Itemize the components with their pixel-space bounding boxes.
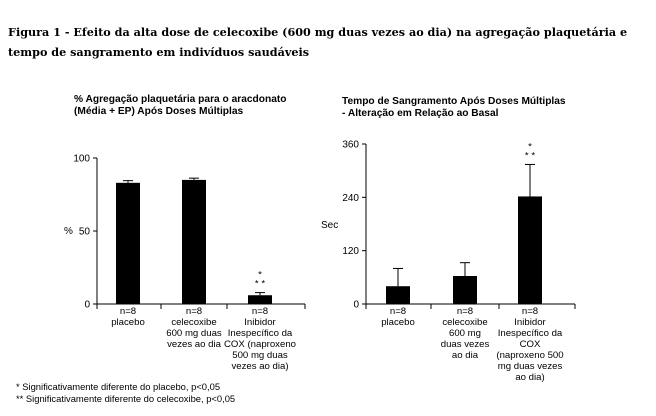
bar	[116, 182, 140, 304]
category-label: ao dia	[452, 350, 479, 361]
y-tick-label: 0	[84, 300, 90, 311]
category-label: placebo	[111, 317, 145, 328]
chart-title-line: % Agregação plaquetária para o aracdonat…	[74, 94, 287, 105]
bar	[386, 286, 410, 304]
category-label: n=8	[457, 306, 473, 317]
y-axis-label: Sec	[321, 220, 338, 231]
footnote-celecoxib: ** Significativamente diferente do celec…	[16, 393, 236, 404]
category-label: Inibidor	[244, 317, 276, 328]
category-label: n=8	[390, 306, 406, 317]
category-label: n=8	[186, 306, 202, 317]
category-label: placebo	[381, 317, 415, 328]
figure-title: Figura 1 - Efeito da alta dose de celeco…	[8, 25, 628, 59]
chart-title-line: Tempo de Sangramento Após Doses Múltipla…	[342, 96, 566, 107]
category-label: celecoxibe	[442, 317, 487, 328]
bar	[182, 179, 206, 304]
category-label: n=8	[522, 306, 538, 317]
category-label: Inibidor	[514, 317, 546, 328]
category-label: celecoxibe	[171, 317, 216, 328]
y-tick-label: 0	[353, 300, 359, 311]
footnote-placebo: * Significativamente diferente do placeb…	[16, 381, 221, 392]
category-label: n=8	[252, 306, 268, 317]
bar	[248, 295, 272, 304]
chart-title-line: (Média + EP) Após Doses Múltiplas	[74, 106, 243, 117]
platelet-aggregation-chart: % Agregação plaquetária para o aracdonat…	[64, 94, 306, 372]
category-label: mg duas vezes	[498, 361, 563, 372]
category-label: COX (naproxeno	[224, 339, 296, 350]
category-label: duas vezes	[441, 339, 490, 350]
category-label: Inespecífico da	[228, 328, 293, 339]
significance-marker: * *	[255, 279, 265, 290]
significance-marker: *	[528, 141, 532, 152]
significance-marker: *	[258, 270, 262, 281]
category-label: 600 mg	[449, 328, 481, 339]
y-tick-label: 100	[73, 154, 90, 165]
y-axis-label: %	[64, 226, 73, 237]
y-tick-label: 360	[342, 140, 359, 151]
significance-marker: * *	[525, 150, 535, 161]
category-label: 500 mg duas	[232, 350, 288, 361]
category-label: vezes ao dia)	[231, 361, 288, 372]
bar	[453, 276, 477, 304]
category-label: COX	[520, 339, 541, 350]
bar	[518, 196, 542, 304]
category-label: 600 mg duas	[166, 328, 222, 339]
category-label: n=8	[120, 306, 136, 317]
chart-title-line: - Alteração em Relação ao Basal	[342, 108, 499, 119]
y-tick-label: 120	[342, 246, 359, 257]
y-tick-label: 240	[342, 193, 359, 204]
category-label: ao dia)	[515, 372, 544, 383]
bleeding-time-chart: Tempo de Sangramento Após Doses Múltipla…	[321, 96, 576, 383]
category-label: vezes ao dia	[167, 339, 222, 350]
category-label: Inespecífico da	[498, 328, 563, 339]
y-tick-label: 50	[79, 227, 91, 238]
category-label: (naproxeno 500	[496, 350, 563, 361]
